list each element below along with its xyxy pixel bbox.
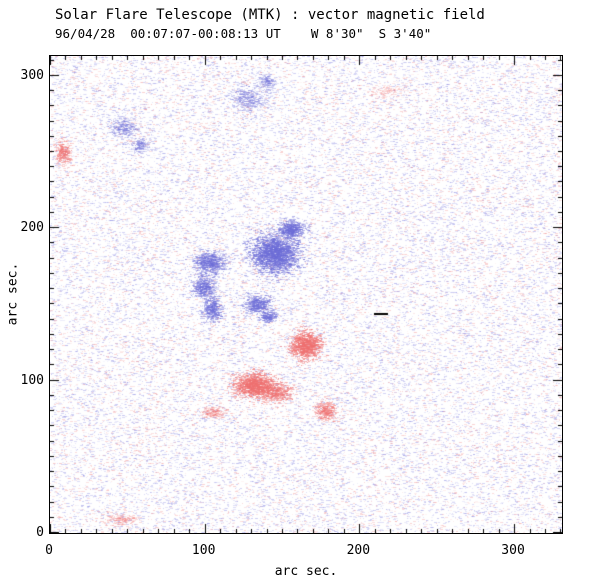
y-tick-label: 0 — [36, 525, 44, 540]
magnetogram-canvas — [50, 56, 562, 533]
x-tick-label: 0 — [45, 543, 53, 558]
y-tick-label: 100 — [20, 372, 44, 388]
x-tick-label: 300 — [501, 543, 525, 558]
x-tick-label: 200 — [346, 543, 371, 558]
x-tick-label: 100 — [191, 543, 216, 558]
plot-subtitle: 96/04/28 00:07:07-00:08:13 UT W 8'30" S … — [55, 26, 432, 41]
x-axis-label: arc sec. — [274, 564, 338, 579]
plot-title: Solar Flare Telescope (MTK) : vector mag… — [55, 7, 485, 23]
y-tick-label: 300 — [20, 67, 44, 83]
plot-area — [49, 55, 563, 534]
y-tick-label: 200 — [20, 220, 44, 236]
y-axis-label: arc sec. — [5, 262, 21, 326]
